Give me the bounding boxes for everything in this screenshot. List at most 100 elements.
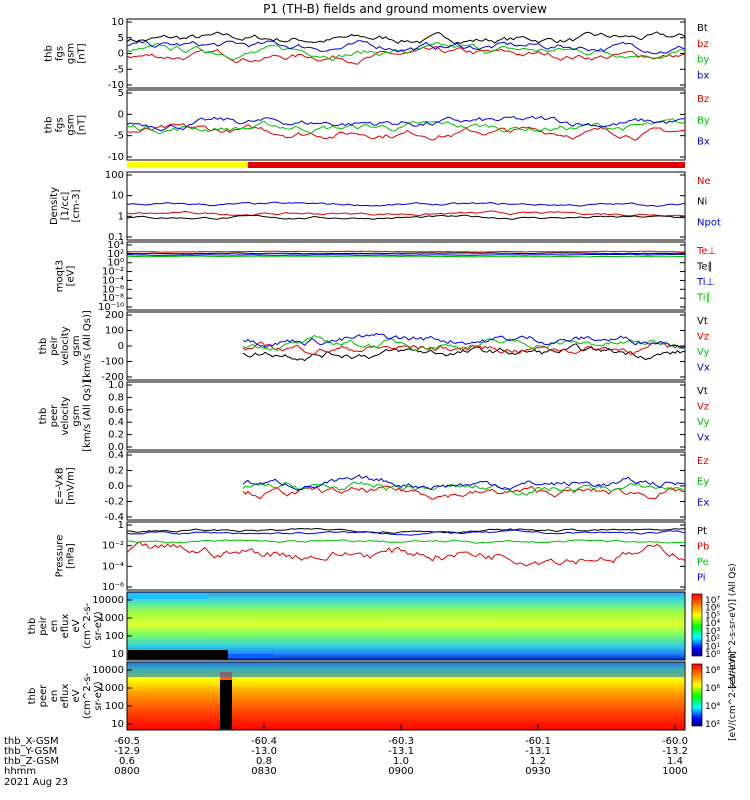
y-tick-label: 10⁻⁶ xyxy=(102,582,124,593)
y-axis-label: eV xyxy=(71,619,82,632)
panel-peer_velocity: 1.00.8 0.60.4 0.20.0 thb peer velocity gsm [km/… xyxy=(38,380,710,453)
legend-label-Ne: Ne xyxy=(697,176,711,187)
y-axis-label: peir xyxy=(49,335,60,355)
series-line-Ni xyxy=(126,214,686,220)
panel-peir_velocity: 200 100 0 -100 -200 thb peir velocity gsm [km/s (… xyxy=(38,310,710,383)
footer-value: 0.8 xyxy=(256,756,272,767)
y-axis-label: fgs xyxy=(55,46,66,61)
y-tick-label: 10 xyxy=(111,649,124,660)
colorbar-tick-label: 10⁰ xyxy=(705,650,720,660)
series-line-Ne xyxy=(126,210,686,217)
series-line-Vz xyxy=(242,341,686,355)
footer-value: 0830 xyxy=(251,766,276,777)
colorbar xyxy=(691,593,703,657)
figure-title: P1 (TH-B) fields and ground moments over… xyxy=(263,2,547,16)
y-axis-label: peer xyxy=(49,404,60,428)
y-axis-label: peir xyxy=(38,615,49,635)
y-axis-label: gsm xyxy=(71,405,82,426)
y-tick-label: 1 xyxy=(118,211,124,222)
y-axis-label: [eV] xyxy=(66,266,77,287)
legend-label-Bx: Bx xyxy=(697,137,710,148)
panel-fgs_gsm_b: 5 0 -5 -10 thb fgs gsm [nT] Bz By Bx xyxy=(44,88,710,163)
y-tick-label: 0.1 xyxy=(108,232,124,243)
y-tick-label: 1.0 xyxy=(108,380,124,391)
legend-label-by: by xyxy=(697,55,709,66)
panel-pressure: 1 10⁻² 10⁻⁴ 10⁻⁶ Pressure [nPa] Pt Pb Pe Pi xyxy=(55,520,710,593)
y-axis-label: eV xyxy=(71,689,82,702)
legend-label-Pb: Pb xyxy=(697,542,709,553)
spectrogram-dark-band xyxy=(128,650,228,659)
y-axis-label: [mV/m] xyxy=(66,467,77,505)
legend-label-Vy: Vy xyxy=(697,417,710,428)
y-tick-label: 5 xyxy=(118,33,124,44)
series-line-Vx xyxy=(242,333,686,349)
legend-label-Vt: Vt xyxy=(697,386,708,397)
legend-label-bx: bx xyxy=(697,70,709,81)
y-tick-label: 100 xyxy=(105,326,124,337)
legend-label-Ex: Ex xyxy=(697,497,709,508)
footer-value: -12.9 xyxy=(114,746,140,757)
y-axis-label: thb xyxy=(38,338,49,355)
colorbar-tick-label: 10³ xyxy=(705,627,720,637)
y-axis-label: (cm^2-s- xyxy=(82,672,93,719)
legend-label-Te⊥: Te⊥ xyxy=(696,246,716,257)
series-line-Ti⊥ xyxy=(126,253,686,256)
y-axis-label: en xyxy=(49,690,60,703)
spectrogram-top-band xyxy=(128,593,208,599)
legend-label-Vt: Vt xyxy=(697,316,708,327)
y-tick-label: 0 xyxy=(118,341,124,352)
colorbar-tick-label: 10⁶ xyxy=(705,684,720,694)
y-tick-label: 10² xyxy=(107,249,124,260)
legend-label-Vz: Vz xyxy=(697,402,709,413)
spectrogram-band xyxy=(228,654,273,658)
series-line-by xyxy=(126,42,686,62)
y-axis-label: [km/s (All Qs)] xyxy=(82,310,93,382)
legend-label-Ni: Ni xyxy=(697,197,707,208)
y-tick-label: -5 xyxy=(114,131,124,142)
y-axis-label: thb xyxy=(27,688,38,705)
footer-value: 1000 xyxy=(662,766,687,777)
y-tick-label: -0.2 xyxy=(104,497,124,508)
plot-frame xyxy=(126,381,686,451)
y-tick-label: 0.6 xyxy=(108,405,124,416)
footer-value: 1.0 xyxy=(393,756,409,767)
series-line-Vy xyxy=(242,334,686,352)
y-tick-label: 0.4 xyxy=(108,417,124,428)
y-axis-label: thb xyxy=(38,408,49,425)
series-line-Bz xyxy=(126,123,686,141)
footer-axis-labels: thb_X-GSM -60.5 -60.4 -60.3 -60.1 -60.0 thb_Y-… xyxy=(4,724,688,788)
colorbar-tick-label: 10⁴ xyxy=(705,702,720,712)
colorbar-tick-label: 10⁴ xyxy=(705,619,720,629)
y-tick-label: 10⁻² xyxy=(102,541,124,552)
y-axis-label: [nT] xyxy=(77,115,88,135)
spectrogram-gap xyxy=(220,672,232,729)
y-tick-label: 10 xyxy=(111,719,124,730)
y-axis-label: velocity xyxy=(60,396,71,435)
footer-value: -60.0 xyxy=(662,736,688,747)
series-line-Pi xyxy=(126,529,686,536)
legend-label-Bt: Bt xyxy=(697,23,708,34)
y-tick-label: 100 xyxy=(105,701,124,712)
y-axis-label: Density xyxy=(49,187,60,225)
footer-value: 0900 xyxy=(388,766,413,777)
footer-value: 0800 xyxy=(114,766,139,777)
legend-label-Ti⊥: Ti⊥ xyxy=(696,277,714,288)
footer-value: -60.3 xyxy=(388,736,414,747)
panel-peer_en_eflux: 10000 1000 100 10 10⁸ 10⁶ 10⁴ 10² [eV/(cm^2-s-sr… xyxy=(27,651,738,741)
series-line-Bx xyxy=(126,115,685,132)
y-tick-label: 0 xyxy=(118,109,124,120)
legend-label-Vz: Vz xyxy=(697,332,709,343)
series-line-Te⊥ xyxy=(126,250,685,253)
y-tick-label: 1000 xyxy=(99,683,124,694)
y-tick-label: 100 xyxy=(105,631,124,642)
y-tick-label: -100 xyxy=(101,357,124,368)
y-tick-label: 0.2 xyxy=(108,430,124,441)
legend-label-Bz: Bz xyxy=(697,94,709,105)
y-tick-label: -5 xyxy=(114,64,124,75)
series-line-Pt xyxy=(126,527,685,534)
legend-label-Te∥: Te∥ xyxy=(696,262,713,273)
colorbar-tick-label: 10² xyxy=(705,635,720,645)
y-axis-label: peer xyxy=(38,684,49,708)
